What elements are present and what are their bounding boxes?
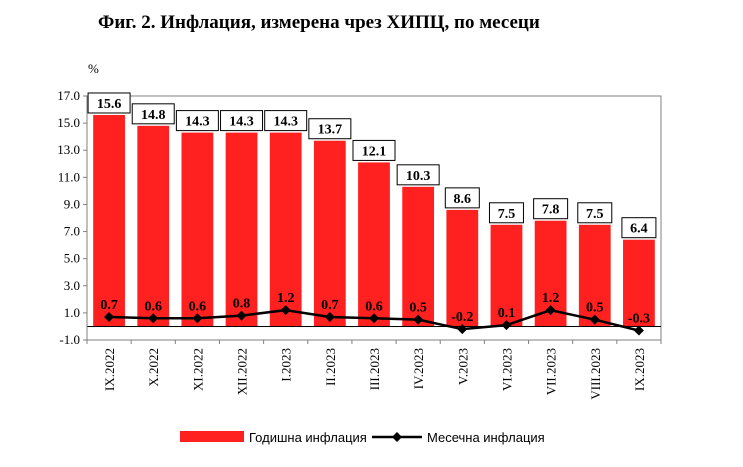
annual-inflation-bar xyxy=(490,224,523,327)
y-tick-label: -1.0 xyxy=(59,332,80,347)
annual-inflation-bar xyxy=(313,140,346,327)
x-category-label: V.2023 xyxy=(455,348,470,385)
monthly-value-label: 1.2 xyxy=(542,291,560,306)
monthly-inflation-marker xyxy=(413,314,424,325)
y-tick-label: 17.0 xyxy=(57,88,80,103)
annual-inflation-bar xyxy=(358,162,390,327)
monthly-value-label: -0.3 xyxy=(628,312,650,327)
annual-inflation-bar xyxy=(225,132,258,327)
monthly-value-label: 0.1 xyxy=(498,306,516,321)
legend-annual-label: Годишна инфлация xyxy=(249,430,367,445)
monthly-value-label: 0.6 xyxy=(365,299,383,314)
monthly-value-label: 0.6 xyxy=(144,299,162,314)
annual-inflation-bar xyxy=(446,209,479,327)
annual-value-label-box xyxy=(131,103,175,125)
annual-value-label: 14.3 xyxy=(273,115,298,130)
monthly-value-label: -0.2 xyxy=(451,310,473,325)
annual-value-label-box xyxy=(87,92,131,114)
monthly-inflation-marker xyxy=(236,310,247,321)
x-category-label: VIII.2023 xyxy=(588,348,603,400)
monthly-inflation-marker xyxy=(192,313,203,324)
monthly-inflation-marker xyxy=(280,305,291,316)
x-category-label: XI.2022 xyxy=(190,348,205,391)
y-axis-unit-label: % xyxy=(88,61,99,76)
x-category-label: IV.2023 xyxy=(411,348,426,389)
annual-value-label: 12.1 xyxy=(362,144,387,159)
annual-value-label-box xyxy=(220,110,264,132)
monthly-value-label: 0.7 xyxy=(321,298,339,313)
annual-value-label-box xyxy=(352,139,396,161)
monthly-value-label: 0.5 xyxy=(586,301,604,316)
annual-value-label: 10.3 xyxy=(406,169,431,184)
annual-inflation-bar xyxy=(269,132,302,327)
monthly-inflation-marker xyxy=(545,305,556,316)
legend-monthly-marker xyxy=(392,432,402,442)
monthly-value-label: 0.6 xyxy=(189,299,207,314)
annual-value-label-box xyxy=(175,110,219,132)
y-tick-label: 1.0 xyxy=(64,305,80,320)
annual-value-label: 8.6 xyxy=(454,192,472,207)
annual-value-label: 13.7 xyxy=(318,123,343,138)
y-tick-label: 11.0 xyxy=(58,169,80,184)
annual-inflation-bar xyxy=(93,114,125,327)
x-category-label: X.2022 xyxy=(146,348,161,387)
y-tick-label: 9.0 xyxy=(64,196,80,211)
x-category-label: VII.2023 xyxy=(544,348,559,395)
monthly-inflation-marker xyxy=(104,311,115,322)
legend-monthly-label: Месечна инфлация xyxy=(427,430,545,445)
chart-title: Фиг. 2. Инфлация, измерена чрез ХИПЦ, по… xyxy=(98,12,540,33)
y-tick-label: 15.0 xyxy=(57,115,80,130)
monthly-inflation-marker xyxy=(633,325,644,336)
annual-inflation-bar xyxy=(181,132,214,327)
x-category-label: III.2023 xyxy=(367,348,382,390)
monthly-inflation-marker xyxy=(457,324,468,335)
annual-inflation-bar xyxy=(623,239,655,327)
monthly-inflation-marker xyxy=(148,313,159,324)
y-tick-label: 7.0 xyxy=(64,224,80,239)
annual-value-label-box xyxy=(533,198,569,220)
monthly-inflation-marker xyxy=(324,311,335,322)
monthly-inflation-marker xyxy=(589,314,600,325)
x-category-label: IX.2022 xyxy=(102,348,117,391)
x-category-label: II.2023 xyxy=(323,348,338,386)
legend-annual-swatch xyxy=(180,431,244,442)
y-tick-label: 5.0 xyxy=(64,251,80,266)
annual-value-label-box xyxy=(621,217,657,239)
x-category-label: XII.2022 xyxy=(235,348,250,395)
annual-value-label: 7.5 xyxy=(498,207,516,222)
x-category-label: I.2023 xyxy=(279,348,294,382)
annual-value-label-box xyxy=(488,202,524,224)
monthly-value-label: 0.7 xyxy=(100,298,118,313)
annual-inflation-bar xyxy=(402,186,435,327)
x-category-label: VI.2023 xyxy=(499,348,514,391)
annual-value-label-box xyxy=(444,187,480,209)
annual-value-label: 14.3 xyxy=(185,115,210,130)
annual-value-label: 7.8 xyxy=(542,203,560,218)
annual-value-label: 15.6 xyxy=(97,97,122,112)
annual-inflation-bar xyxy=(137,125,170,327)
monthly-inflation-marker xyxy=(369,313,379,324)
annual-value-label: 7.5 xyxy=(586,207,604,222)
annual-value-label: 14.8 xyxy=(141,108,166,123)
monthly-value-label: 0.8 xyxy=(233,297,251,312)
x-category-label: IX.2023 xyxy=(632,348,647,391)
monthly-inflation-marker xyxy=(501,320,512,331)
annual-value-label-box xyxy=(264,110,308,132)
annual-value-label-box xyxy=(577,202,613,224)
annual-value-label: 6.4 xyxy=(630,222,648,237)
y-tick-label: 3.0 xyxy=(64,278,80,293)
annual-value-label-box xyxy=(396,164,440,186)
y-tick-label: 13.0 xyxy=(57,142,80,157)
monthly-value-label: 0.5 xyxy=(409,301,427,316)
annual-inflation-bar xyxy=(578,224,611,327)
monthly-value-label: 1.2 xyxy=(277,291,295,306)
annual-value-label-box xyxy=(308,118,352,140)
annual-value-label: 14.3 xyxy=(229,115,254,130)
